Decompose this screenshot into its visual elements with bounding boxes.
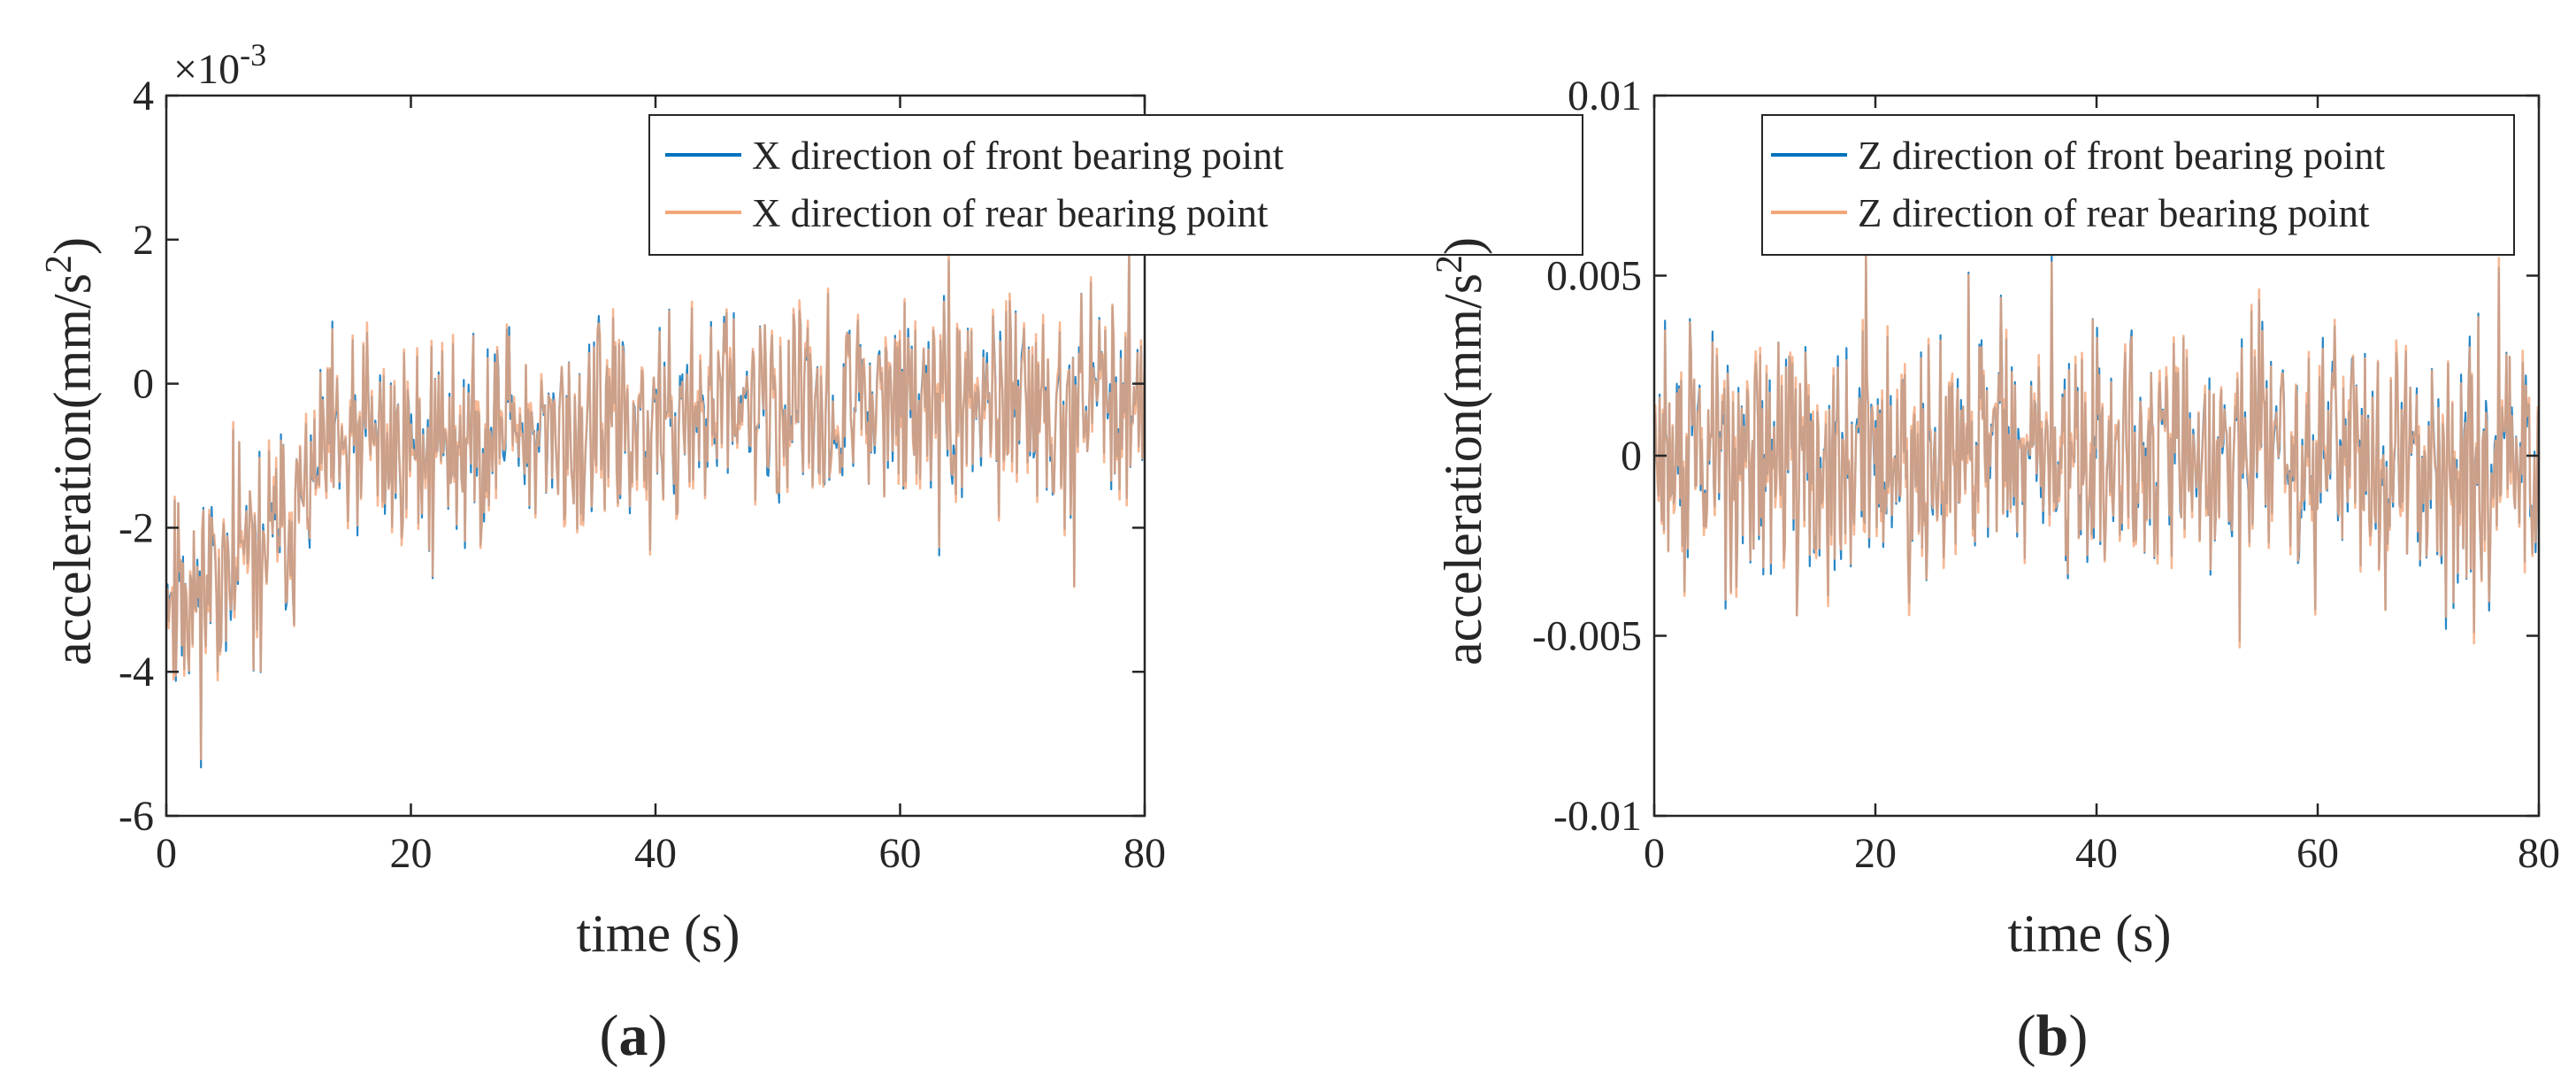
panel-b-x-axis-label: time (s) [2008,904,2172,963]
panel-a-y-tick-label: -6 [119,793,154,840]
panel-a-y-axis-label: acceleration(mm/s2) [39,237,102,665]
panel-a-x-tick-label: 40 [634,830,677,877]
panel-b-y-axis-label: acceleration(mm/s2) [1430,237,1492,665]
panel-a-y-tick-label: 4 [133,73,154,119]
panel-a-y-axis-label-main: acceleration(mm/s [43,273,102,665]
panel-b-x-tick-label: 60 [2296,830,2339,877]
panel-a-x-tick-label: 80 [1123,830,1166,877]
panel-a-y-tick-label: -4 [119,649,154,696]
panel-a-x-ticks: 0 20 40 60 80 [156,96,1166,877]
panel-a: 0 20 40 60 80 -6 -4 -2 0 2 4 ×10-3 time (s) accel… [39,37,1583,1068]
panel-b-y-axis-label-exponent: 2 [1430,255,1470,273]
panel-a-x-axis-label: time (s) [577,904,740,963]
panel-a-y-scale-exponent: -3 [240,37,266,73]
panel-b-y-tick-label: 0 [1621,433,1642,480]
panel-a-label-close: ) [648,1003,668,1068]
panel-a-y-axis-label-exponent: 2 [39,255,80,273]
panel-b-series-rear-line [1652,253,2541,649]
panel-a-legend-label-rear: X direction of rear bearing point [752,191,1269,235]
panel-b-series-rear-group [1652,253,2541,649]
panel-b-legend-box [1761,114,2515,256]
panel-a-y-ticks: -6 -4 -2 0 2 4 [119,73,1145,840]
panel-a-y-tick-label: 2 [133,217,154,264]
panel-a-y-axis-label-tail: ) [43,237,102,255]
panel-b-label-close: ) [2068,1003,2088,1068]
panel-b-legend-label-rear: Z direction of rear bearing point [1858,191,2370,235]
panel-b: 0 20 40 60 80 -0.01 -0.005 0 0.005 0.01 time (s)… [1430,73,2560,1068]
panel-b-legend-label-front: Z direction of front bearing point [1858,134,2386,178]
panel-a-y-tick-label: -2 [119,504,154,551]
panel-b-x-tick-label: 20 [1854,830,1897,877]
panel-a-y-scale-factor: ×10-3 [173,37,266,93]
panel-b-y-tick-label: -0.01 [1553,793,1642,840]
panel-a-x-tick-label: 20 [390,830,433,877]
panel-b-legend: Z direction of front bearing point Z dir… [1761,114,2515,256]
panel-a-legend: X direction of front bearing point X dir… [648,114,1583,256]
panel-a-legend-box [648,114,1583,256]
panel-a-label-open: ( [600,1003,619,1068]
panel-a-y-scale-base: ×10 [173,46,240,93]
panel-b-x-tick-label: 40 [2075,830,2118,877]
panel-a-series-rear-group [165,242,1146,761]
panel-b-y-tick-label: 0.01 [1568,73,1642,119]
panel-b-y-tick-label: -0.005 [1532,613,1642,660]
panel-b-y-axis-label-tail: ) [1434,237,1492,255]
panel-a-label-letter: a [619,1003,648,1068]
panel-a-x-tick-label: 60 [879,830,922,877]
panel-a-series-rear-line [165,242,1146,761]
panel-a-label: (a) [600,1003,668,1068]
panel-b-label-letter: b [2036,1003,2069,1068]
panel-a-x-tick-label: 0 [156,830,177,877]
panel-b-x-tick-label: 80 [2518,830,2560,877]
panel-b-y-axis-label-main: acceleration(mm/s [1434,273,1492,665]
panel-b-x-ticks: 0 20 40 60 80 [1644,96,2560,877]
panel-a-legend-label-front: X direction of front bearing point [752,134,1284,178]
panel-a-y-tick-label: 0 [133,361,154,408]
panel-b-label-open: ( [2017,1003,2036,1068]
panel-b-label: (b) [2017,1003,2089,1068]
panel-b-y-tick-label: 0.005 [1546,253,1642,300]
panel-b-x-tick-label: 0 [1644,830,1665,877]
panel-b-y-ticks: -0.01 -0.005 0 0.005 0.01 [1532,73,2539,840]
